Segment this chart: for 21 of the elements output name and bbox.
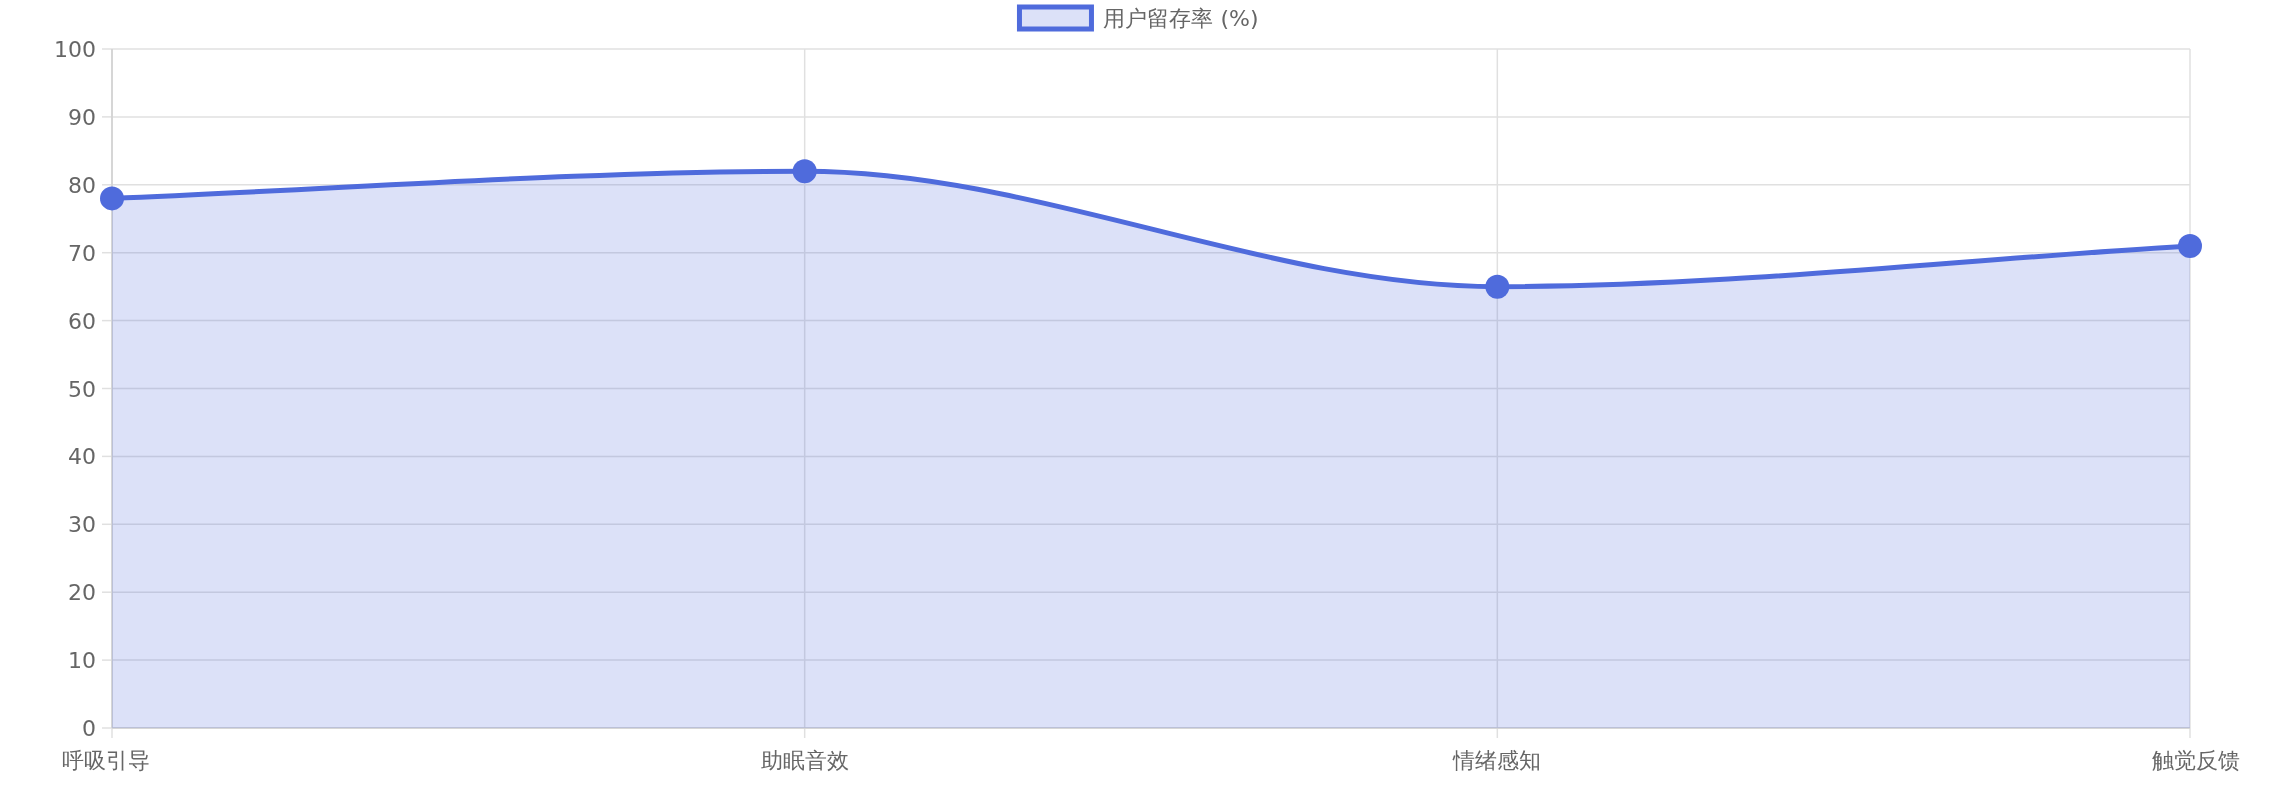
x-tick-label: 触觉反馈	[2152, 748, 2240, 773]
y-tick-label: 20	[68, 580, 96, 606]
point	[2178, 233, 2202, 258]
y-tick-label: 100	[54, 37, 96, 62]
point	[1485, 274, 1510, 299]
y-tick-label: 70	[68, 240, 96, 266]
legend: 用户留存率 (%)	[1016, 4, 1259, 32]
x-tick-label: 呼吸引导	[62, 748, 150, 773]
point	[100, 186, 124, 211]
y-tick-label: 80	[68, 172, 96, 198]
legend-label: 用户留存率 (%)	[1103, 6, 1259, 31]
y-tick-label: 40	[68, 444, 96, 470]
x-tick-label: 情绪感知	[1452, 748, 1542, 773]
y-tick-label: 30	[68, 512, 96, 538]
y-tick-label: 50	[68, 376, 96, 402]
y-tick-label: 10	[68, 648, 96, 674]
y-tick-label: 90	[68, 104, 96, 130]
point	[792, 159, 817, 184]
x-tick-label: 助眠音效	[760, 748, 849, 773]
y-tick-label: 0	[82, 716, 96, 741]
y-tick-label: 60	[68, 308, 96, 334]
